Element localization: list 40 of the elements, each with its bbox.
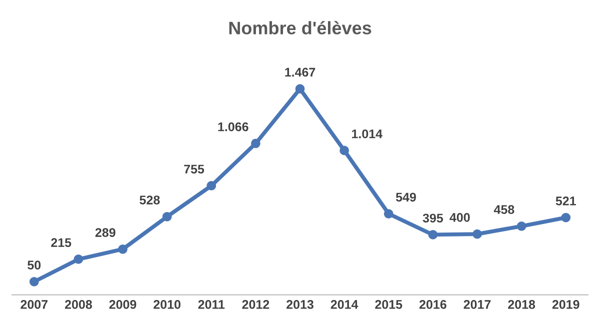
point xyxy=(340,146,349,156)
x-tick-label: 2014 xyxy=(330,300,358,309)
x-tick-label: 2015 xyxy=(375,300,402,309)
x-tick-label: 2017 xyxy=(464,300,491,309)
x-tick-label: 2011 xyxy=(198,300,225,309)
x-tick-label: 2019 xyxy=(552,300,580,309)
point xyxy=(162,212,172,222)
data-label: 1.467 xyxy=(285,68,316,77)
point xyxy=(384,209,394,218)
point xyxy=(516,221,526,231)
data-label: 1.014 xyxy=(352,129,382,138)
data-label: 755 xyxy=(184,164,204,174)
x-tick-label: 2008 xyxy=(64,300,92,309)
data-label: 400 xyxy=(450,213,470,222)
point xyxy=(206,181,216,190)
data-label: 528 xyxy=(140,196,160,204)
point xyxy=(295,84,305,94)
data-label: 1.066 xyxy=(218,122,248,132)
data-label: 50 xyxy=(28,260,41,270)
point xyxy=(118,244,128,254)
data-label: 521 xyxy=(556,196,576,206)
data-label: 458 xyxy=(494,205,514,214)
point xyxy=(29,276,39,286)
x-tick-label: 2018 xyxy=(508,300,536,309)
point xyxy=(561,212,571,222)
x-tick-label: 2010 xyxy=(154,300,180,309)
data-label: 549 xyxy=(396,192,416,202)
point xyxy=(472,229,482,239)
x-tick-label: 2016 xyxy=(419,300,446,309)
data-label: 215 xyxy=(51,238,72,248)
x-tick-label: 2007 xyxy=(20,300,48,309)
point xyxy=(74,254,84,264)
data-label: 289 xyxy=(95,228,116,237)
x-tick-label: 2013 xyxy=(286,300,314,309)
x-tick-label: 2009 xyxy=(109,300,136,309)
chart-title: Nombre d'élèves xyxy=(229,21,372,34)
x-tick-label: 2012 xyxy=(242,300,270,309)
point xyxy=(251,138,260,148)
point xyxy=(428,230,438,240)
data-label: 395 xyxy=(422,214,444,223)
